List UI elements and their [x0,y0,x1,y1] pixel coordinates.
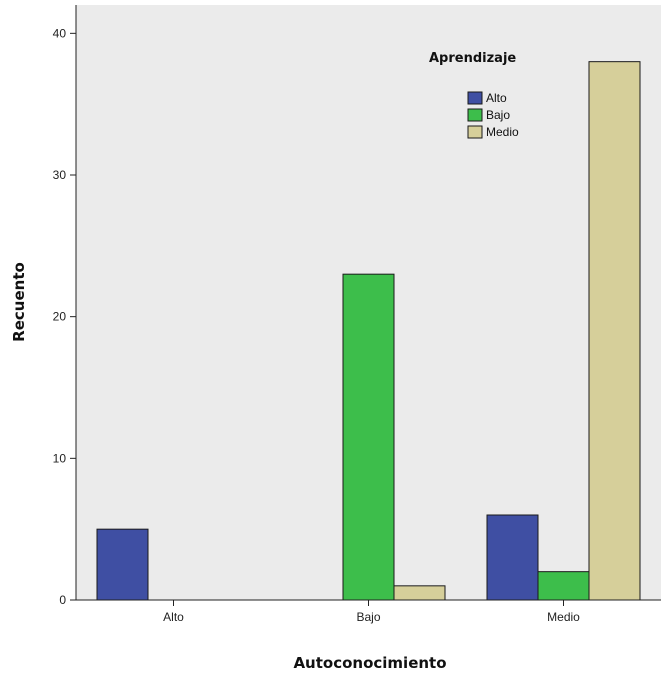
y-tick-label: 20 [53,310,67,324]
legend-label-bajo: Bajo [486,108,510,122]
bar-medio-medio [588,61,641,601]
legend-title: Aprendizaje [429,51,516,66]
legend-label-alto: Alto [486,91,507,105]
x-tick-label: Alto [163,610,184,624]
legend-swatch-alto [467,91,483,105]
legend-swatch-bajo [467,108,483,122]
bar-alto-alto [96,528,149,601]
bar-medio-alto [486,514,539,601]
x-ticks: Alto Bajo Medio [163,600,580,624]
legend-label-medio: Medio [486,125,519,139]
bar-bajo-medio [393,585,446,601]
x-tick-label: Bajo [356,610,380,624]
bar-medio-bajo [537,571,590,601]
y-tick-label: 40 [53,26,67,40]
x-axis-title: Autoconocimiento [293,654,446,672]
bars-group [96,61,641,601]
bar-bajo-bajo [342,273,395,601]
y-ticks: 0 10 20 30 40 [53,26,76,607]
legend: Aprendizaje Alto Bajo Medio [429,51,519,139]
x-tick-label: Medio [547,610,580,624]
y-tick-label: 30 [53,168,67,182]
y-tick-label: 10 [53,451,67,465]
y-axis-title: Recuento [10,262,28,342]
legend-swatch-medio [467,125,483,139]
y-tick-label: 0 [59,593,66,607]
